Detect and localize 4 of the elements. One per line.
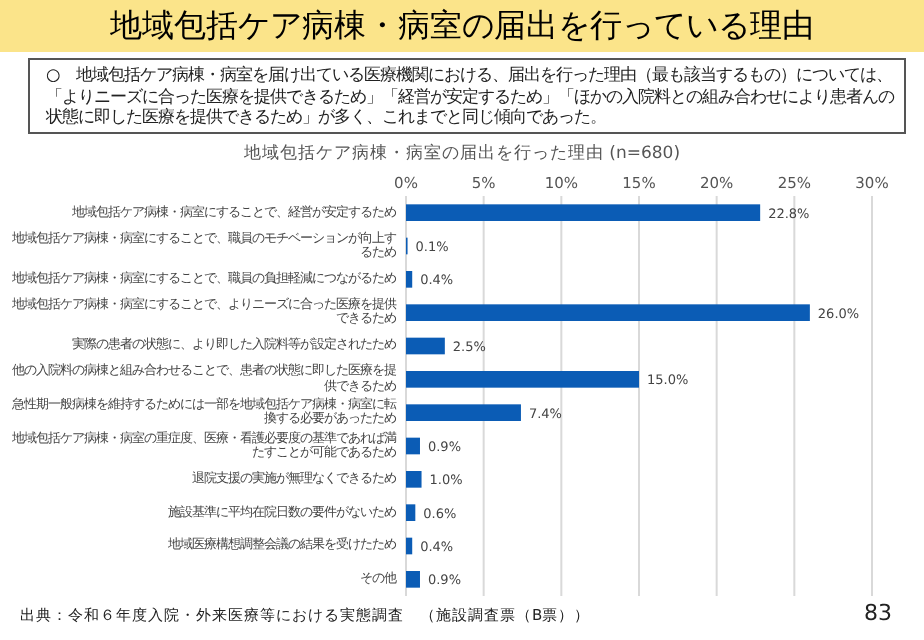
title: 地域包括ケア病棟・病室の届出を行っている理由 <box>108 6 816 46</box>
subtitle: 地域包括ケア病棟・病室の届出を行った理由 (n=680) <box>241 144 683 166</box>
annotation: ○ 地域包括ケア病棟・病室を届け出ている医療機関における、届出を行った理由（最も該当するもの）については、「よりニーズに合った医療を提供できるため」「経営が安定するため」「ほかの入院料との組み合わせにより患者んの状態に即した医療を提供できるため」が多く、これまでと同じ傾向であった。 <box>28 58 906 133</box>
annotation: 83 <box>864 600 892 628</box>
